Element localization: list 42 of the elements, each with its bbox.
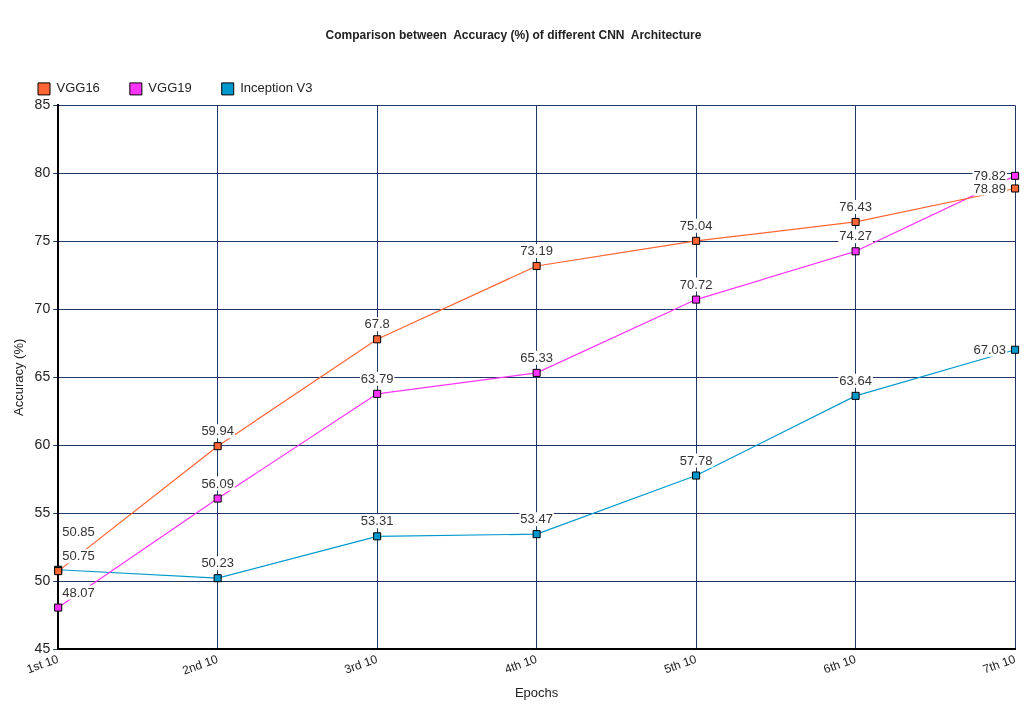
y-tick-label: 45 [34,640,51,657]
y-tick-label: 85 [34,96,51,113]
data-label: 75.04 [679,217,713,233]
data-label: 53.31 [360,513,394,529]
x-tick-label: 2nd 10 [180,651,221,678]
x-tick-label: 6th 10 [821,651,859,677]
y-tick-label: 55 [34,504,51,521]
y-tick-label: 60 [34,436,51,453]
data-label: 63.64 [839,372,872,388]
data-label: 50.23 [201,555,234,571]
data-label: 50.85 [62,524,95,540]
y-tick-label: 50 [34,572,51,589]
data-label: 67.8 [364,316,390,332]
y-tick-label: 75 [34,232,51,249]
x-tick-label: 4th 10 [502,651,540,677]
chart-title: Comparison between Accuracy (%) of different CNN Architecture [325,27,702,42]
data-label: 78.89 [973,180,1007,196]
data-label: 74.27 [839,228,872,244]
data-label: 59.94 [201,423,234,439]
data-label: 56.09 [201,475,234,491]
y-tick-label: 80 [34,164,51,181]
data-label: 79.82 [973,167,1007,183]
data-label: 70.72 [679,276,713,292]
data-label: 76.43 [839,199,872,215]
legend-label: Inception V3 [240,80,313,96]
data-label: 63.79 [360,370,394,386]
x-axis-title: Epochs [514,684,559,700]
legend-label: VGG19 [148,80,192,96]
x-tick-label: 7th 10 [981,651,1018,677]
y-axis-title: Accuracy (%) [11,338,27,417]
data-label: 65.33 [520,349,553,365]
y-tick-label: 65 [34,368,51,385]
x-tick-label: 5th 10 [662,651,699,677]
data-label: 73.19 [520,243,553,259]
data-label: 67.03 [973,341,1007,357]
data-label: 57.78 [679,452,713,468]
data-label: 50.75 [62,548,95,564]
x-tick-label: 3rd 10 [342,651,380,677]
y-tick-label: 70 [34,300,51,317]
legend-label: VGG16 [56,80,100,96]
data-label: 48.07 [62,584,95,600]
data-label: 53.47 [520,511,553,527]
